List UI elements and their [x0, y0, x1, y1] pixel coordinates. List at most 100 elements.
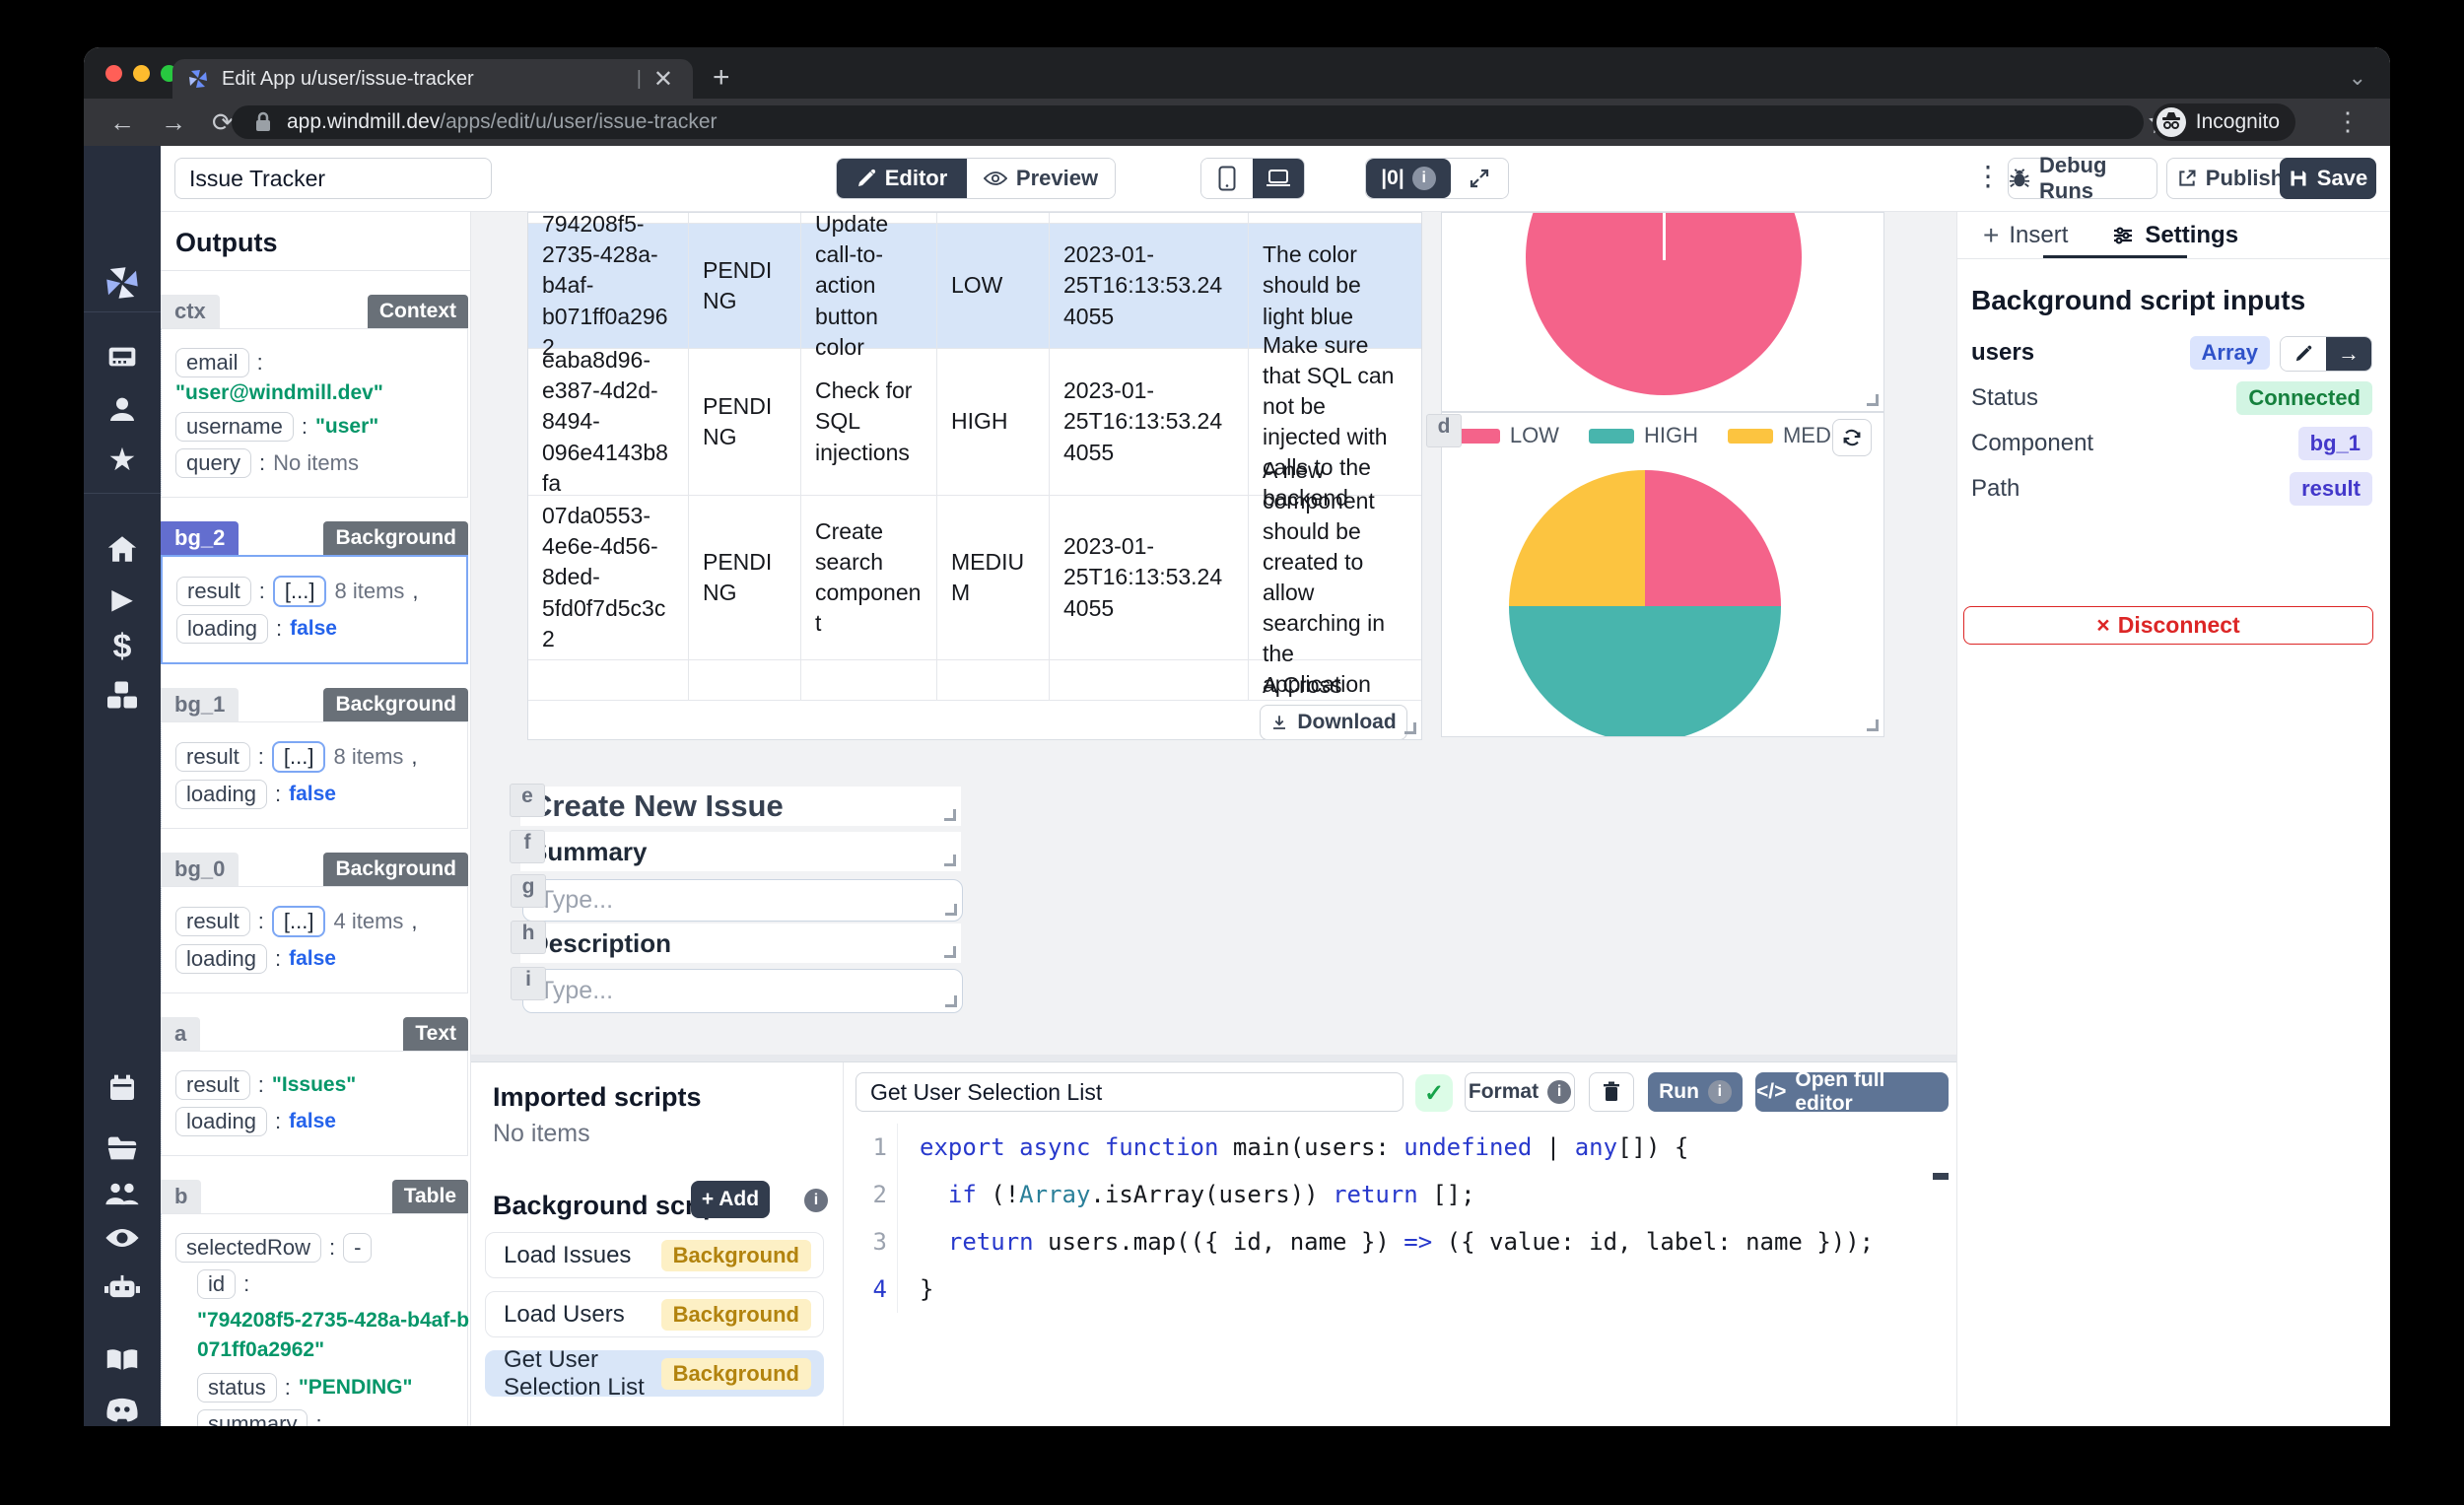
run-button[interactable]: Run i	[1648, 1072, 1743, 1112]
runs-play-icon[interactable]: ▶	[111, 583, 133, 614]
expand-chip[interactable]: [...]	[271, 741, 326, 773]
component-badge[interactable]: bg_1	[2297, 427, 2372, 460]
collapse-chip[interactable]: -	[343, 1233, 373, 1263]
docs-book-icon[interactable]	[84, 1346, 161, 1374]
tab-settings[interactable]: Settings	[2111, 222, 2238, 249]
app-name-input[interactable]: Issue Tracker	[174, 158, 492, 199]
workspace-sidebar: ★ ▶ $	[84, 146, 161, 1426]
schedules-calendar-icon[interactable]	[84, 1072, 161, 1104]
delete-script-button[interactable]	[1589, 1072, 1634, 1112]
add-script-button[interactable]: + Add	[691, 1181, 770, 1218]
preview-tab[interactable]: Preview	[967, 159, 1115, 198]
status-row: Status Connected	[1957, 376, 2390, 421]
back-icon[interactable]: ←	[109, 106, 135, 137]
debug-runs-button[interactable]: Debug Runs	[2008, 153, 2157, 203]
sliders-icon	[2111, 224, 2135, 247]
component-tag-f[interactable]: f	[510, 830, 545, 863]
folders-icon[interactable]	[84, 1133, 161, 1163]
background-badge: Background	[660, 1239, 811, 1271]
outputs-toggle-button[interactable]: |0| i	[1366, 159, 1451, 198]
script-item-load-users[interactable]: Load Users Background	[485, 1291, 824, 1337]
save-button[interactable]: Save	[2280, 158, 2376, 199]
favorites-star-icon[interactable]: ★	[107, 442, 137, 477]
summary-input[interactable]: Type...	[522, 879, 963, 922]
bug-icon	[2009, 168, 2030, 189]
script-item-load-issues[interactable]: Load Issues Background	[485, 1232, 824, 1278]
mobile-view-button[interactable]	[1201, 159, 1253, 198]
refresh-button[interactable]	[1832, 419, 1872, 456]
script-item-get-user-selection-list[interactable]: Get User Selection List Background	[485, 1346, 824, 1401]
key-pill: username	[175, 412, 294, 442]
editor-scrollbar[interactable]	[1933, 1173, 1949, 1180]
b-tag[interactable]: b	[161, 1180, 202, 1213]
incognito-badge[interactable]: Incognito	[2152, 103, 2295, 141]
editor-tab[interactable]: Editor	[837, 159, 967, 198]
bg0-tag[interactable]: bg_0	[161, 853, 240, 886]
static-pencil-button[interactable]	[2281, 337, 2326, 371]
expand-chip[interactable]: [...]	[272, 576, 327, 607]
download-button[interactable]: Download	[1260, 705, 1407, 739]
open-full-editor-button[interactable]: </> Open full editor	[1755, 1068, 1949, 1115]
close-window-button[interactable]	[105, 65, 122, 82]
discord-icon[interactable]	[84, 1396, 161, 1423]
desktop-view-button[interactable]	[1253, 159, 1304, 198]
publish-button[interactable]: Publish	[2166, 158, 2294, 199]
component-tag-e[interactable]: e	[510, 784, 545, 817]
ctx-tag[interactable]: ctx	[161, 295, 220, 328]
fullscreen-button[interactable]	[1451, 159, 1508, 198]
component-row: Component bg_1	[1957, 421, 2390, 466]
audit-eye-icon[interactable]	[84, 1225, 161, 1251]
code-area[interactable]: 1 export async function main(users: undef…	[844, 1124, 1957, 1426]
toolbar-menu-icon[interactable]: ⋮	[1974, 161, 2002, 191]
windmill-logo[interactable]	[84, 262, 161, 304]
tab-search-chevron-icon[interactable]: ⌄	[2348, 65, 2366, 90]
form-title-card[interactable]: Create New Issue	[520, 787, 961, 826]
disconnect-button[interactable]: × Disconnect	[1963, 606, 2373, 645]
output-section-b: b Table	[161, 1180, 470, 1213]
table-row[interactable]: A Cross Origin	[528, 660, 1421, 728]
output-section-ctx: ctx Context	[161, 295, 470, 328]
summary-label-card[interactable]: Summary	[520, 832, 961, 871]
table-row-selected[interactable]: 794208f5-2735-428a-b4af-b071ff0a2962 PEN…	[528, 213, 1421, 360]
settings-panel: + Insert Settings Background script inpu…	[1956, 212, 2390, 1426]
eye-icon	[983, 170, 1007, 187]
tab-strip: Edit App u/user/issue-tracker | ✕ + ⌄	[84, 47, 2390, 99]
reload-icon[interactable]: ⟳	[212, 106, 234, 137]
resources-icon[interactable]	[84, 678, 161, 712]
path-badge[interactable]: result	[2290, 472, 2372, 506]
description-input[interactable]: Type...	[522, 969, 963, 1013]
bg2-tag[interactable]: bg_2	[161, 521, 240, 555]
description-label-card[interactable]: Description	[520, 924, 961, 963]
pencil-icon	[856, 169, 876, 188]
tab-close-icon[interactable]: ✕	[652, 65, 673, 93]
component-tag-i[interactable]: i	[511, 967, 546, 1000]
format-button[interactable]: Format i	[1465, 1072, 1575, 1112]
browser-menu-icon[interactable]: ⋮	[2335, 106, 2361, 136]
address-bar[interactable]: app.windmill.dev/apps/edit/u/user/issue-…	[232, 105, 2144, 139]
table-row[interactable]: 07da0553-4e6e-4d56-8ded-5fd0f7d5c3c2 PEN…	[528, 457, 1421, 697]
script-name-input[interactable]: Get User Selection List	[856, 1072, 1403, 1112]
forward-icon[interactable]: →	[161, 106, 186, 137]
home-icon[interactable]	[84, 532, 161, 566]
bg1-tag[interactable]: bg_1	[161, 688, 240, 721]
legend-swatch	[1727, 428, 1773, 444]
apps-icon[interactable]	[84, 341, 161, 373]
minimize-window-button[interactable]	[133, 65, 150, 82]
chart-legend: LOW HIGH MEDIUM	[1442, 413, 1883, 458]
groups-icon[interactable]	[84, 1179, 161, 1208]
panel-resize-handle[interactable]	[471, 1055, 1956, 1061]
browser-tab[interactable]: Edit App u/user/issue-tracker | ✕	[172, 59, 693, 99]
a-tag[interactable]: a	[161, 1017, 201, 1051]
expand-chip[interactable]: [...]	[271, 906, 326, 937]
new-tab-button[interactable]: +	[713, 61, 730, 94]
description-label: Description	[530, 927, 672, 958]
input-mode-toggle: →	[2280, 336, 2372, 372]
component-tag-h[interactable]: h	[511, 921, 546, 954]
user-icon[interactable]	[84, 393, 161, 425]
component-tag-g[interactable]: g	[511, 874, 546, 908]
connect-arrow-button[interactable]: →	[2326, 337, 2371, 371]
variables-dollar-icon[interactable]: $	[112, 628, 132, 665]
tab-insert[interactable]: + Insert	[1983, 219, 2069, 250]
workers-robot-icon[interactable]	[84, 1271, 161, 1301]
component-tag-d[interactable]: d	[1426, 414, 1462, 447]
